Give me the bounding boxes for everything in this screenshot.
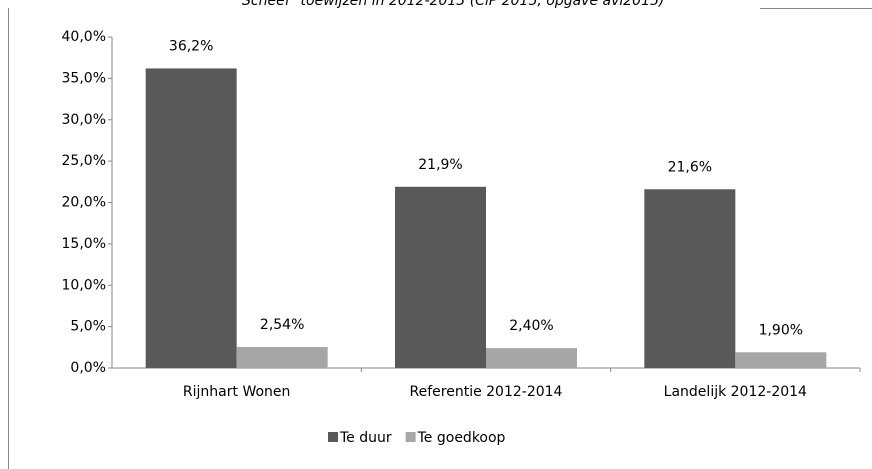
bar [236,346,328,368]
chart-title: "Scheef" toewijzen in 2012-2013 (CiP 201… [236,0,665,9]
y-tick-label: 40,0% [62,29,106,45]
legend-swatch [405,432,416,442]
y-tick-label: 35,0% [62,70,106,86]
x-tick-label: Landelijk 2012-2014 [664,384,807,400]
x-tick-label: Referentie 2012-2014 [410,384,563,400]
value-label: 1,90% [759,322,803,338]
y-tick-label: 25,0% [62,153,106,169]
bar [145,68,237,368]
y-tick-label: 15,0% [62,236,106,252]
y-tick-label: 30,0% [62,112,106,128]
y-tick-label: 10,0% [62,277,106,293]
value-label: 36,2% [169,38,213,54]
y-tick-label: 0,0% [70,360,106,376]
legend-swatch [328,432,338,442]
bar [735,352,827,368]
legend-label: Te goedkoop [417,430,506,446]
bar [644,189,736,368]
value-label: 2,54% [260,317,304,333]
x-tick-label: Rijnhart Wonen [183,384,290,400]
value-label: 2,40% [509,318,553,334]
bar [486,348,577,368]
y-tick-label: 20,0% [62,195,106,211]
value-label: 21,6% [668,159,712,175]
legend-label: Te duur [339,430,392,446]
bar [395,186,486,368]
y-tick-label: 5,0% [70,319,106,335]
value-label: 21,9% [418,157,462,173]
